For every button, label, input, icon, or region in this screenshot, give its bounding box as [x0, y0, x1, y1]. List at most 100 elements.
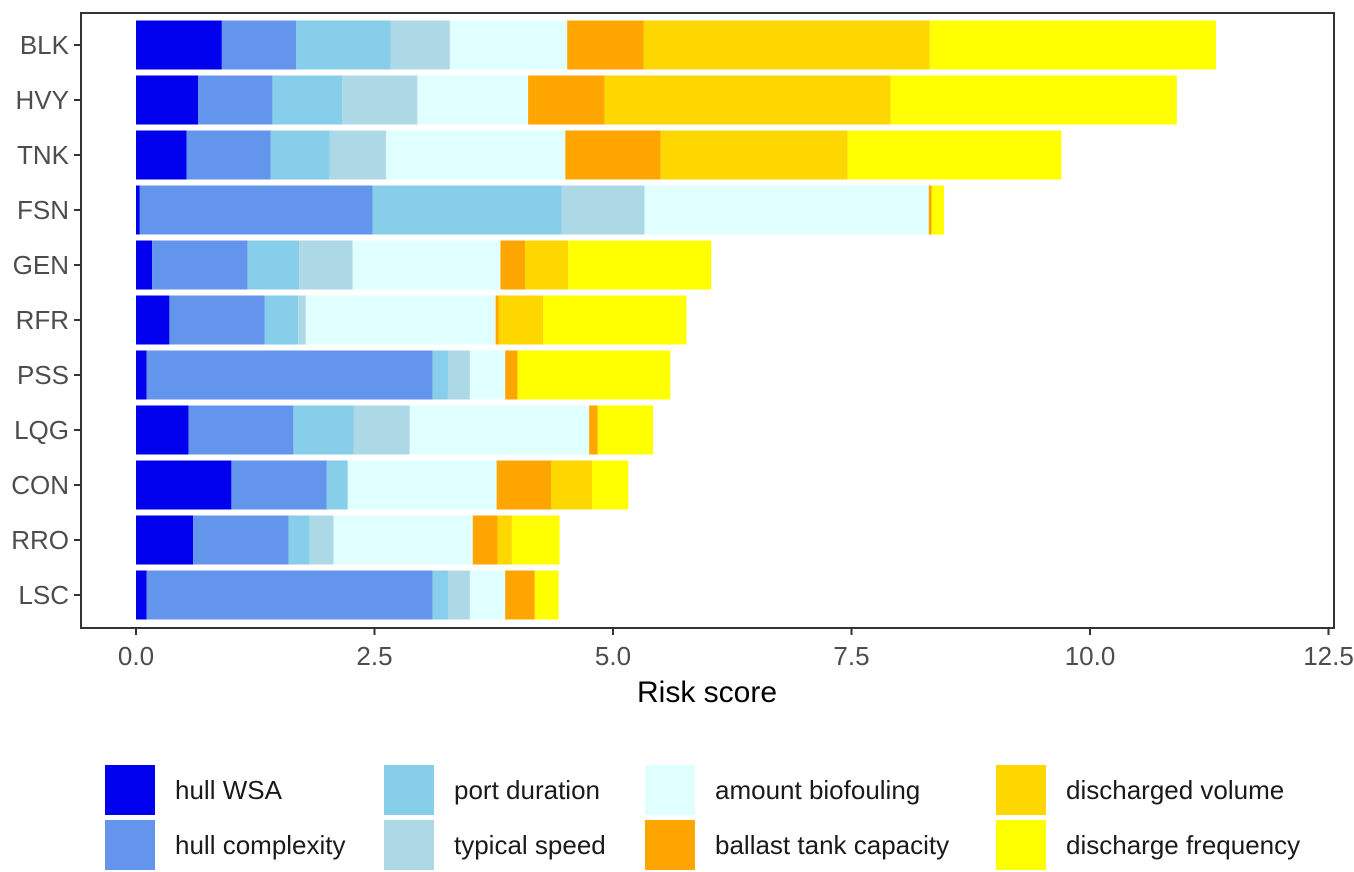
bar-segment-lqg-ballast-tank-capacity	[589, 405, 598, 455]
bar-segment-rro-typical-speed	[309, 515, 334, 565]
x-tick-label: 7.5	[833, 641, 869, 671]
x-tick-label: 0.0	[118, 641, 154, 671]
bar-segment-blk-amount-biofouling	[449, 20, 568, 70]
bar-segment-rfr-typical-speed	[298, 295, 306, 345]
bar-segment-tnk-discharged-volume	[660, 130, 848, 180]
bar-segment-rfr-discharged-volume	[498, 295, 544, 345]
bar-segment-tnk-discharge-frequency	[847, 130, 1062, 180]
y-tick-label-lsc: LSC	[18, 580, 69, 610]
bar-segment-fsn-hull-wsa	[136, 185, 140, 235]
bar-segment-rfr-ballast-tank-capacity	[495, 295, 499, 345]
bar-segment-fsn-hull-complexity	[139, 185, 373, 235]
bar-segment-hvy-discharged-volume	[604, 75, 891, 125]
legend-swatch-discharge-frequency	[996, 820, 1046, 870]
bar-segment-lqg-discharge-frequency	[597, 405, 654, 455]
bar-segment-pss-ballast-tank-capacity	[505, 350, 518, 400]
bar-segment-con-hull-wsa	[136, 460, 232, 510]
y-tick-label-pss: PSS	[17, 360, 69, 390]
x-tick-label: 5.0	[595, 641, 631, 671]
bar-segment-lsc-port-duration	[432, 570, 448, 620]
bar-segment-con-discharged-volume	[550, 460, 593, 510]
bar-segment-blk-ballast-tank-capacity	[567, 20, 644, 70]
bar-segment-rfr-hull-complexity	[169, 295, 265, 345]
x-tick-label: 12.5	[1303, 641, 1354, 671]
bar-segment-gen-amount-biofouling	[352, 240, 501, 290]
bar-segment-tnk-amount-biofouling	[385, 130, 566, 180]
bar-segment-blk-port-duration	[296, 20, 391, 70]
y-tick-label-gen: GEN	[13, 250, 69, 280]
bar-segment-gen-port-duration	[247, 240, 300, 290]
bar-segment-fsn-discharge-frequency	[931, 185, 945, 235]
bar-segment-rro-amount-biofouling	[333, 515, 473, 565]
bar-segment-gen-hull-wsa	[136, 240, 153, 290]
bar-segment-con-ballast-tank-capacity	[496, 460, 551, 510]
bar-segment-gen-discharged-volume	[525, 240, 569, 290]
bar-segment-blk-discharged-volume	[643, 20, 930, 70]
bar-segment-blk-typical-speed	[390, 20, 450, 70]
bar-segment-hvy-typical-speed	[342, 75, 418, 125]
bar-segment-lsc-ballast-tank-capacity	[505, 570, 535, 620]
bar-segment-lsc-amount-biofouling	[469, 570, 506, 620]
y-tick-label-lqg: LQG	[14, 415, 69, 445]
y-tick-label-fsn: FSN	[17, 195, 69, 225]
x-tick-label: 10.0	[1065, 641, 1116, 671]
bar-segment-rro-discharged-volume	[497, 515, 512, 565]
bar-segment-con-hull-complexity	[231, 460, 327, 510]
bar-segment-rfr-hull-wsa	[136, 295, 170, 345]
legend-swatch-amount-biofouling	[645, 765, 695, 815]
bar-segment-tnk-typical-speed	[329, 130, 386, 180]
x-tick-label: 2.5	[356, 641, 392, 671]
bar-segment-pss-hull-wsa	[136, 350, 147, 400]
bar-segment-fsn-amount-biofouling	[644, 185, 929, 235]
bar-segment-hvy-hull-complexity	[198, 75, 273, 125]
bar-segment-gen-discharge-frequency	[568, 240, 712, 290]
bar-segment-pss-hull-complexity	[146, 350, 433, 400]
bar-segment-con-amount-biofouling	[347, 460, 497, 510]
bar-segment-pss-typical-speed	[447, 350, 470, 400]
bar-segment-rro-hull-complexity	[193, 515, 289, 565]
bar-segment-hvy-ballast-tank-capacity	[528, 75, 605, 125]
bar-segment-rro-port-duration	[288, 515, 310, 565]
bar-segment-rfr-port-duration	[264, 295, 299, 345]
legend-swatch-ballast-tank-capacity	[645, 820, 695, 870]
bar-segment-rfr-discharge-frequency	[543, 295, 687, 345]
bar-segment-tnk-hull-wsa	[136, 130, 187, 180]
legend-swatch-typical-speed	[384, 820, 434, 870]
legend-label-hull-complexity: hull complexity	[175, 830, 346, 860]
bar-segment-hvy-amount-biofouling	[417, 75, 529, 125]
bar-segment-blk-discharge-frequency	[929, 20, 1216, 70]
bar-segment-pss-discharge-frequency	[517, 350, 671, 400]
y-axis: BLK HVY TNK FSN GEN RFR PSS LQG CON RRO LSC	[11, 30, 81, 610]
legend-label-discharged-volume: discharged volume	[1066, 775, 1284, 805]
bar-segment-con-port-duration	[326, 460, 348, 510]
legend-swatch-discharged-volume	[996, 765, 1046, 815]
y-tick-label-rfr: RFR	[16, 305, 69, 335]
bar-segment-pss-amount-biofouling	[469, 350, 506, 400]
bar-segment-lqg-typical-speed	[353, 405, 410, 455]
x-axis-title: Risk score	[637, 676, 777, 709]
bar-segment-blk-hull-complexity	[221, 20, 297, 70]
legend-label-typical-speed: typical speed	[454, 830, 606, 860]
bar-segment-lsc-typical-speed	[447, 570, 470, 620]
bar-segment-lsc-hull-wsa	[136, 570, 147, 620]
legend-swatch-hull-wsa	[105, 765, 155, 815]
bar-segment-rro-discharge-frequency	[511, 515, 560, 565]
y-tick-label-blk: BLK	[20, 30, 70, 60]
bar-segment-fsn-ballast-tank-capacity	[928, 185, 932, 235]
x-axis: 0.0 2.5 5.0 7.5 10.0 12.5	[118, 628, 1354, 671]
bar-segment-rro-hull-wsa	[136, 515, 194, 565]
y-tick-label-tnk: TNK	[17, 140, 70, 170]
bar-segment-hvy-discharge-frequency	[890, 75, 1177, 125]
bar-segment-lqg-hull-wsa	[136, 405, 189, 455]
bar-segment-tnk-ballast-tank-capacity	[565, 130, 661, 180]
bar-segment-lqg-hull-complexity	[188, 405, 294, 455]
bar-segment-hvy-hull-wsa	[136, 75, 199, 125]
bar-segment-gen-hull-complexity	[152, 240, 248, 290]
legend-label-ballast-tank-capacity: ballast tank capacity	[715, 830, 949, 860]
y-tick-label-con: CON	[11, 470, 69, 500]
bar-segment-lsc-discharge-frequency	[534, 570, 559, 620]
bar-segment-rro-ballast-tank-capacity	[472, 515, 498, 565]
bar-segment-tnk-port-duration	[270, 130, 330, 180]
bars-group	[136, 20, 1216, 620]
